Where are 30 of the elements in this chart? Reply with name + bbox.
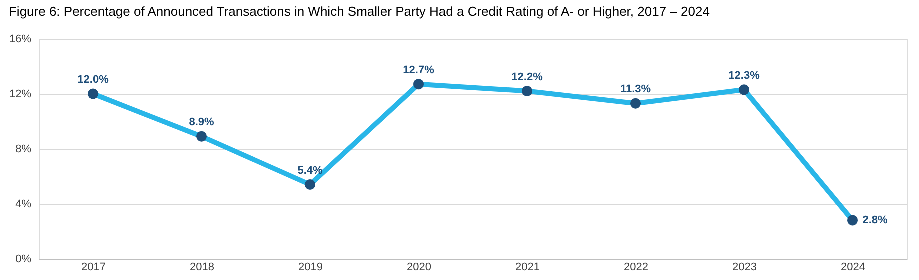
point xyxy=(739,84,750,96)
x-tick-label: 2024 xyxy=(841,262,866,274)
y-tick-label: 12% xyxy=(9,88,32,100)
point xyxy=(88,88,98,100)
x-tick-label: 2023 xyxy=(732,262,757,274)
y-tick-label: 4% xyxy=(16,198,32,210)
y-tick-label: 8% xyxy=(16,144,32,156)
point xyxy=(630,98,641,109)
chart-title: Figure 6: Percentage of Announced Transactions in Which Smaller Party Had a Credit Rating of A- or Higher, 2017 – 2024 xyxy=(8,4,710,19)
data-label: 11.3% xyxy=(620,84,652,96)
point xyxy=(305,180,316,190)
data-label: 12.0% xyxy=(78,74,110,86)
x-tick-label: 2022 xyxy=(624,262,648,274)
data-label: 2.8% xyxy=(862,214,888,226)
x-tick-label: 2019 xyxy=(298,262,323,274)
data-label: 5.4% xyxy=(298,164,323,177)
y-tick-label: 16% xyxy=(9,34,32,46)
data-label: 8.9% xyxy=(189,116,214,129)
data-label: 12.2% xyxy=(512,71,544,84)
point xyxy=(848,215,858,226)
x-tick-label: 2021 xyxy=(516,262,540,274)
x-tick-label: 2017 xyxy=(82,262,106,274)
data-label: 12.7% xyxy=(403,64,435,76)
x-tick-label: 2018 xyxy=(190,262,214,274)
y-tick-label: 0% xyxy=(16,254,32,266)
point xyxy=(414,79,424,90)
data-label: 12.3% xyxy=(728,70,760,82)
point xyxy=(196,131,207,142)
x-tick-label: 2020 xyxy=(407,262,432,274)
point xyxy=(522,86,532,96)
